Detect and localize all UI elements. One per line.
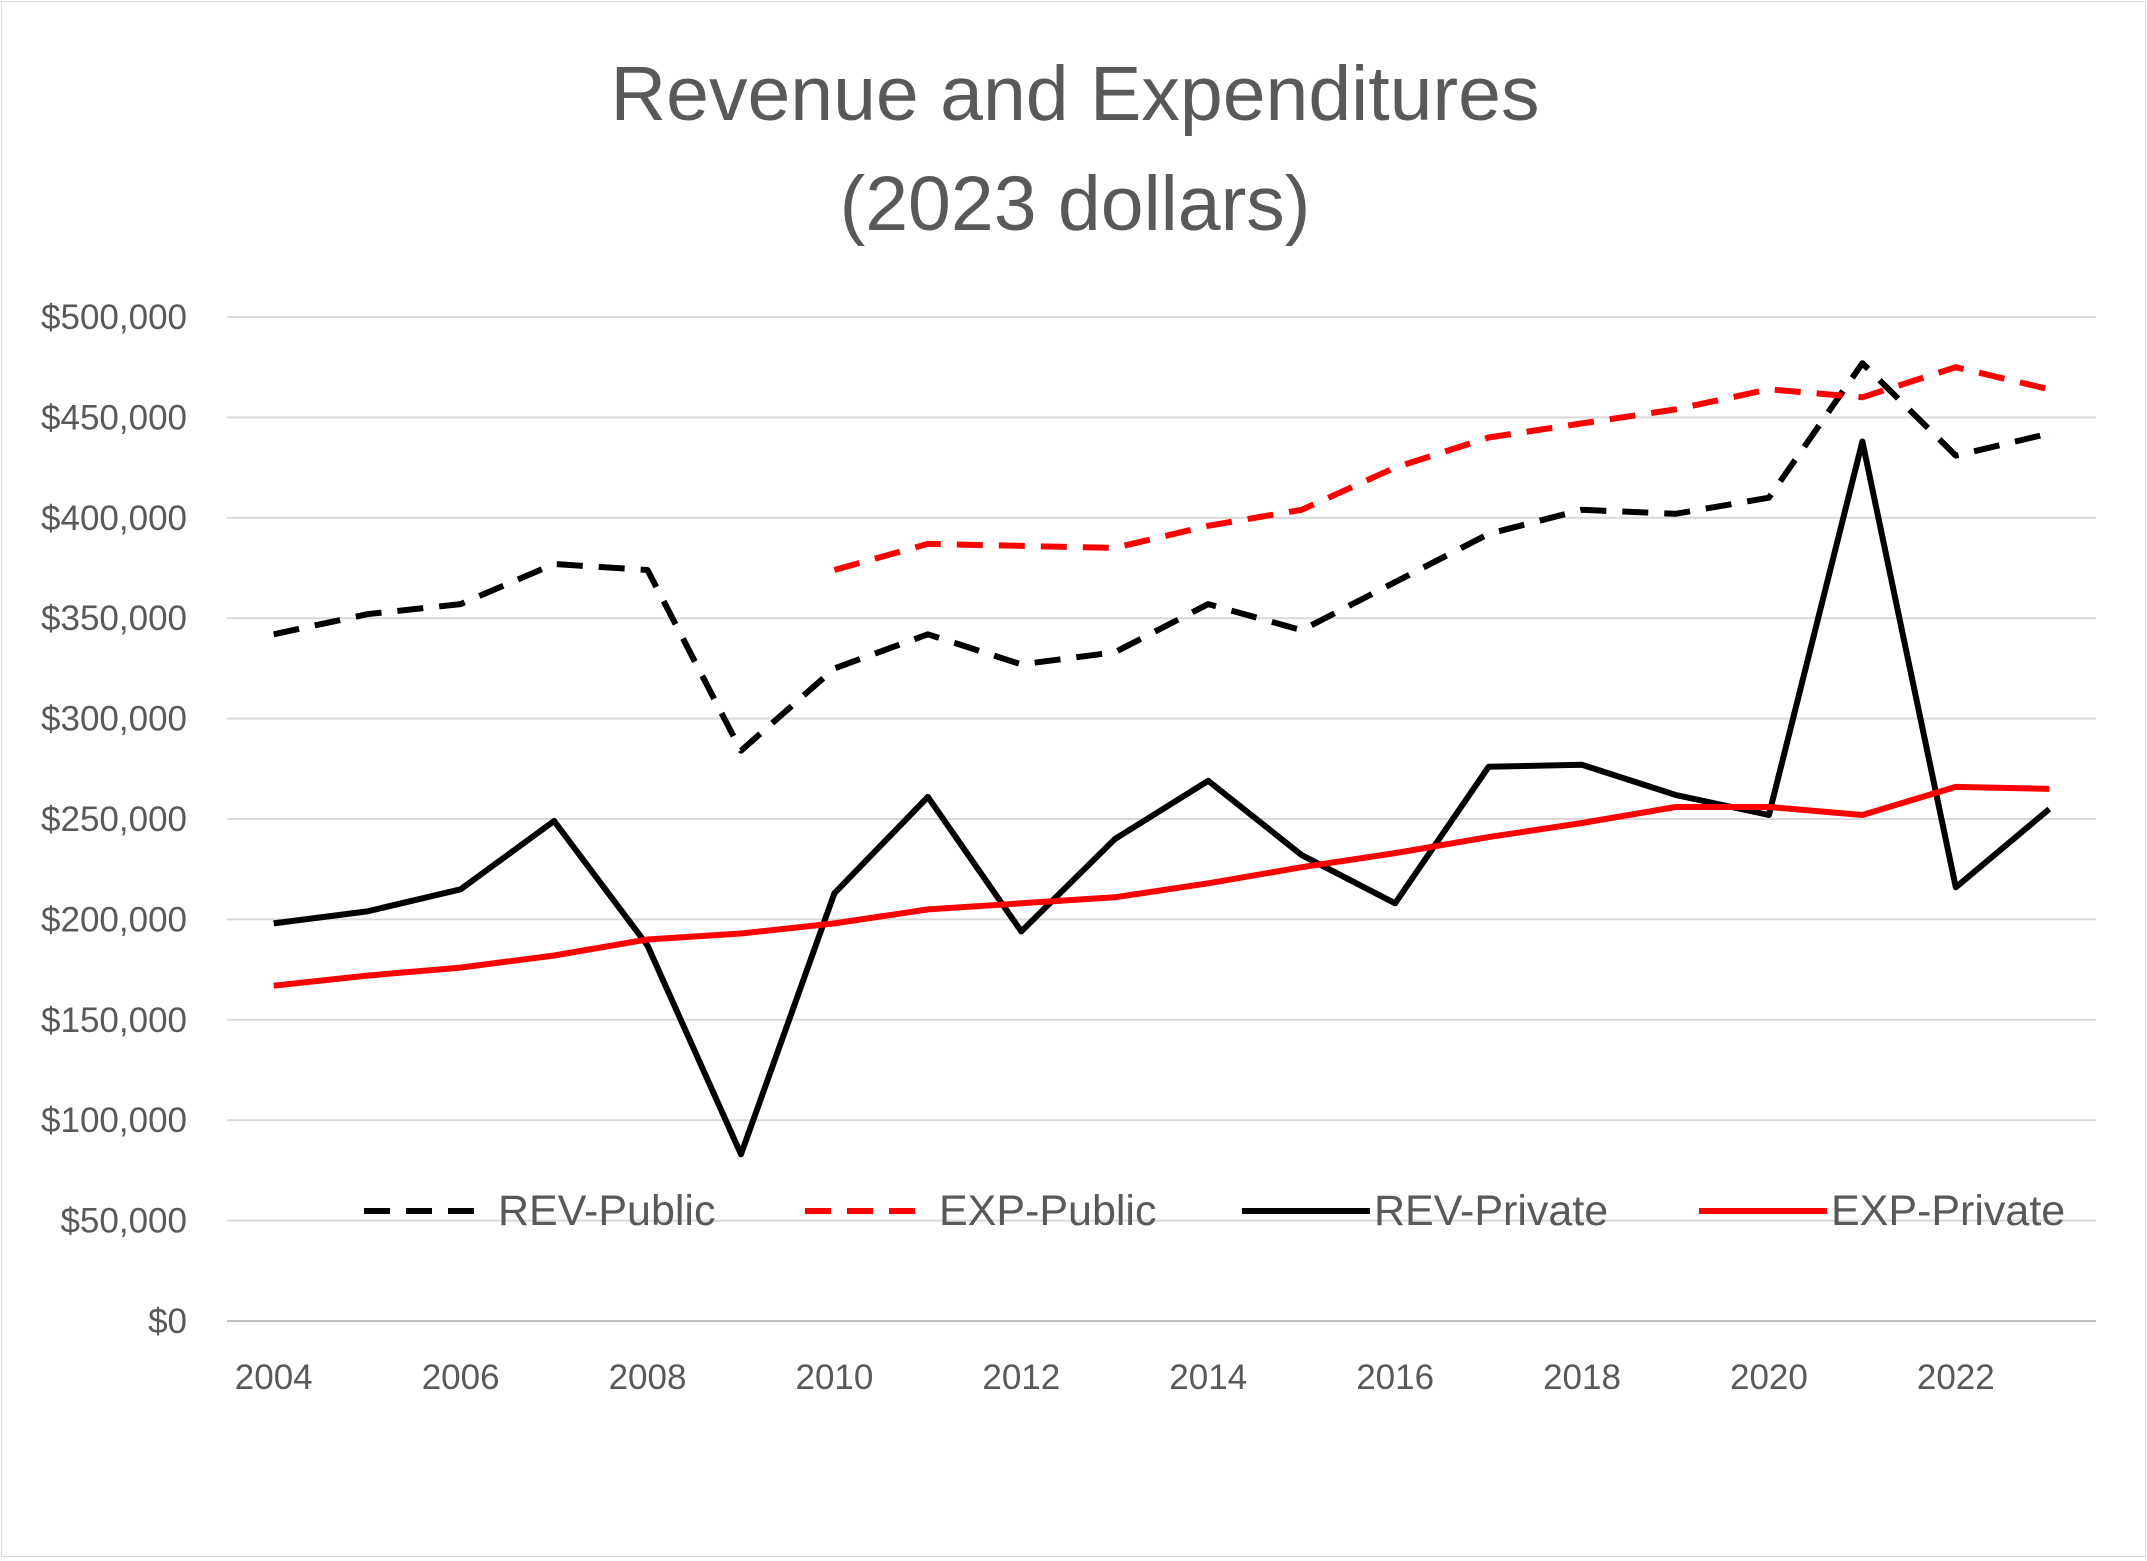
y-tick-label: $300,000	[41, 700, 187, 739]
legend-label-exp-public: EXP-Public	[939, 1187, 1156, 1235]
x-tick-label: 2018	[1543, 1358, 1621, 1397]
y-tick-label: $100,000	[41, 1101, 187, 1140]
y-tick-label: $400,000	[41, 499, 187, 538]
y-tick-label: $350,000	[41, 599, 187, 638]
legend-label-rev-public: REV-Public	[498, 1187, 715, 1235]
y-tick-label: $0	[148, 1302, 187, 1341]
legend-label-rev-private: REV-Private	[1374, 1187, 1608, 1235]
y-tick-label: $250,000	[41, 800, 187, 839]
chart-title-line-2: (2023 dollars)	[840, 161, 1311, 247]
y-tick-label: $450,000	[41, 398, 187, 437]
y-tick-label: $200,000	[41, 900, 187, 939]
x-tick-label: 2010	[795, 1358, 873, 1397]
series-line-rev-public	[274, 363, 2050, 751]
chart-title-line-1: Revenue and Expenditures	[611, 51, 1540, 137]
x-tick-label: 2012	[982, 1358, 1060, 1397]
x-tick-label: 2014	[1169, 1358, 1247, 1397]
x-tick-label: 2006	[422, 1358, 500, 1397]
y-tick-label: $50,000	[60, 1202, 187, 1241]
x-tick-label: 2020	[1730, 1358, 1808, 1397]
series-line-exp-private	[274, 787, 2050, 986]
x-tick-label: 2016	[1356, 1358, 1434, 1397]
y-tick-label: $500,000	[41, 298, 187, 337]
x-tick-label: 2004	[235, 1358, 313, 1397]
legend-label-exp-private: EXP-Private	[1831, 1187, 2065, 1235]
x-tick-label: 2008	[609, 1358, 687, 1397]
x-tick-label: 2022	[1917, 1358, 1995, 1397]
y-tick-label: $150,000	[41, 1001, 187, 1040]
series-line-rev-private	[274, 442, 2050, 1155]
